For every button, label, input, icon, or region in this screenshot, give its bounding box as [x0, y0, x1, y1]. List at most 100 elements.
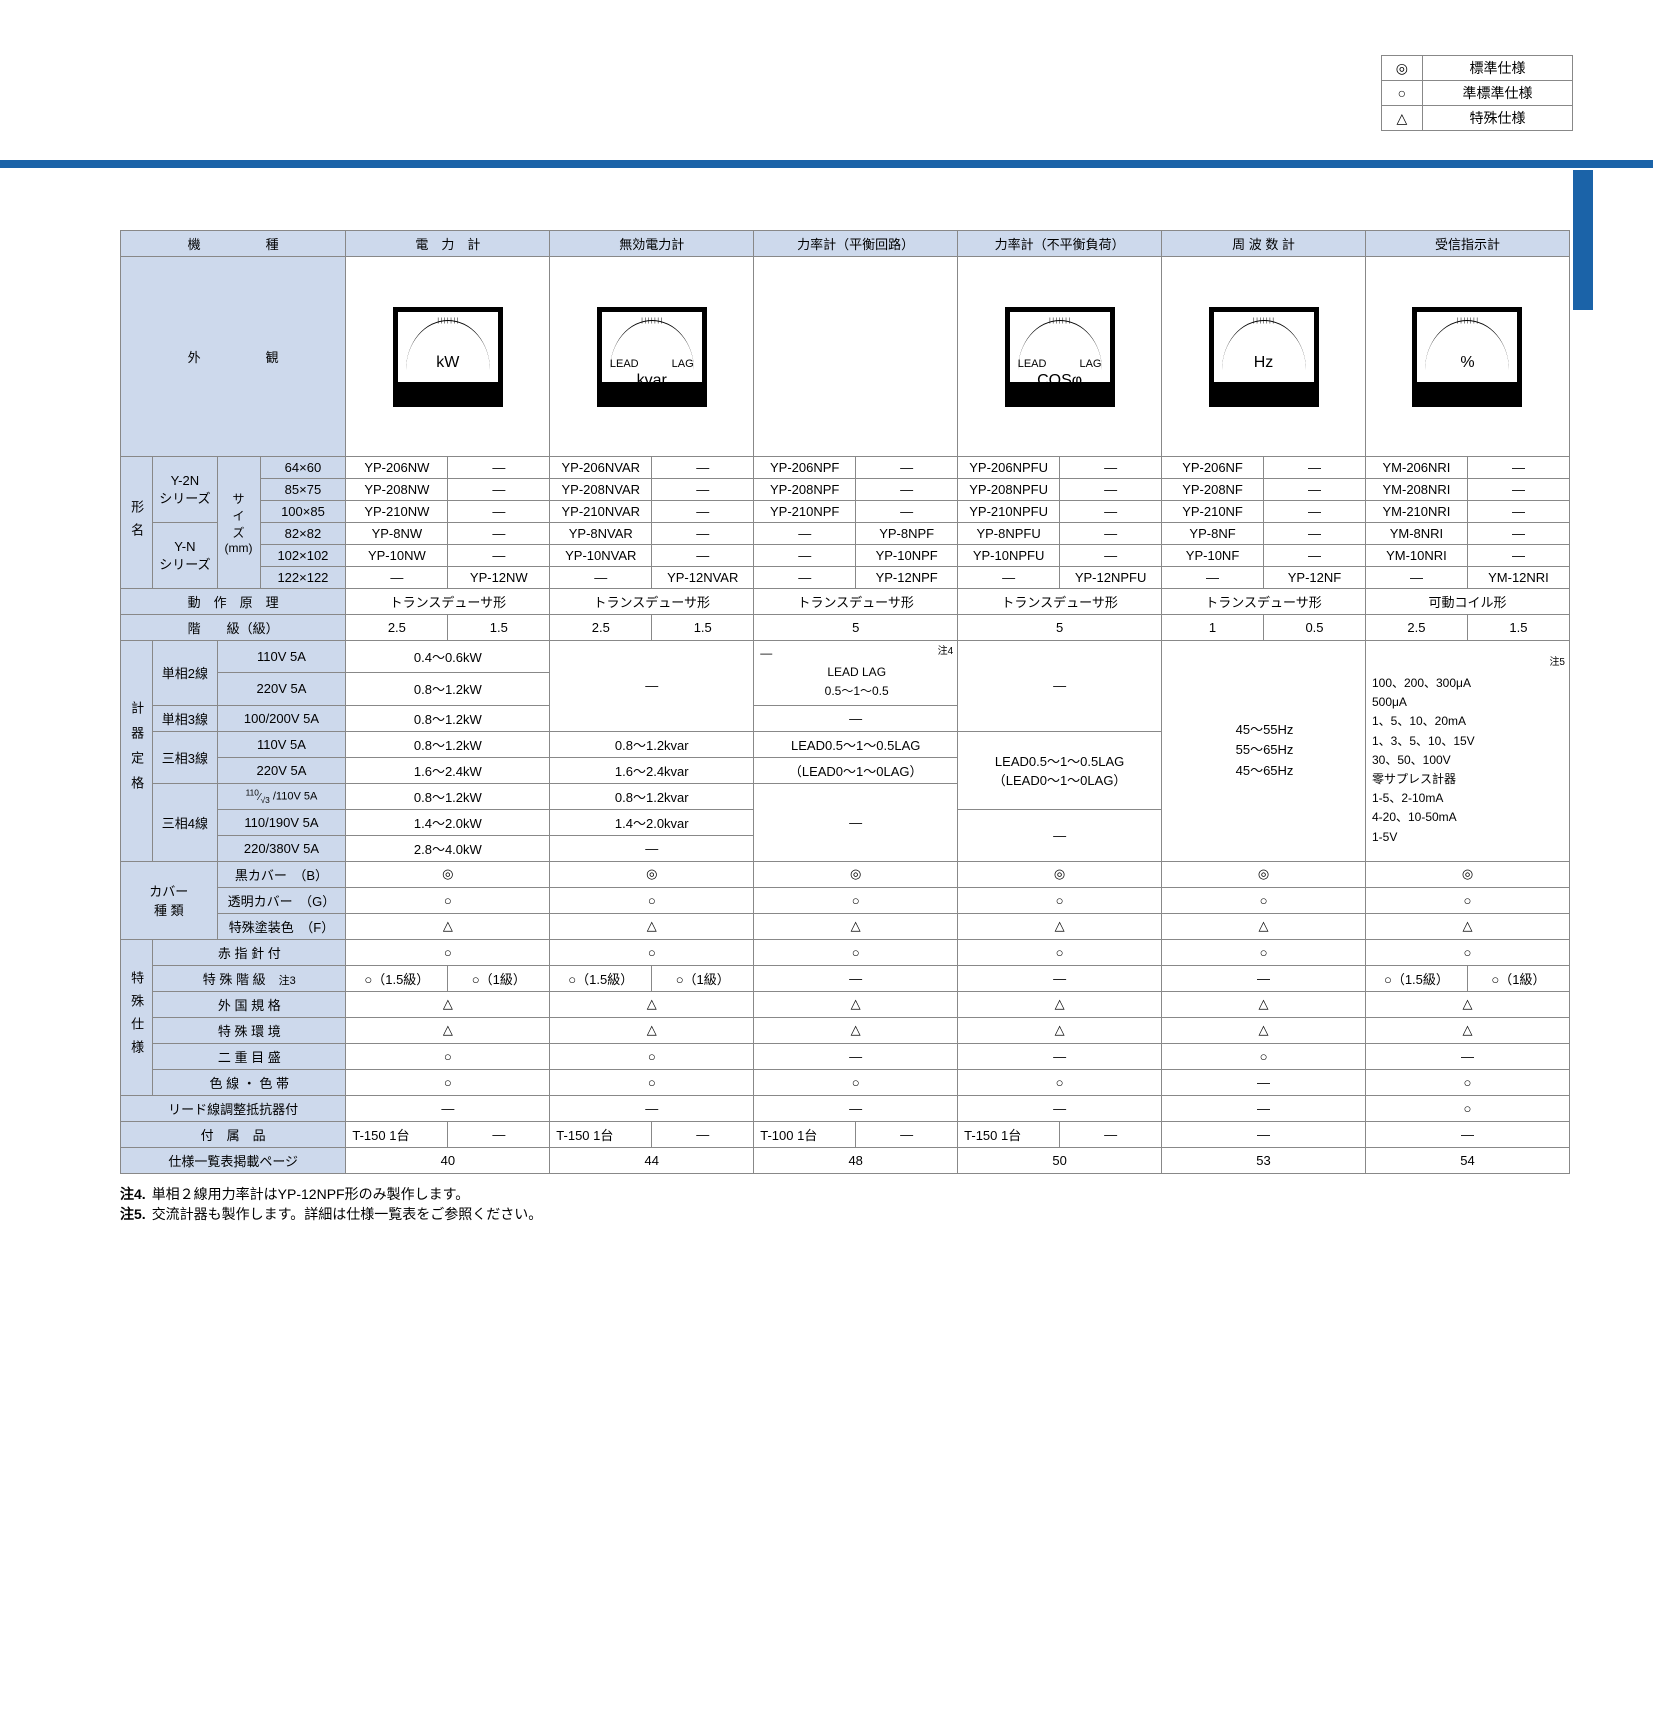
model-cell: YP-8NPFU — [958, 523, 1060, 545]
special-val: △ — [958, 1017, 1162, 1043]
acc-val: T-150 1台 — [958, 1121, 1060, 1147]
cover-val: △ — [1162, 913, 1366, 939]
model-cell: YP-8NPF — [856, 523, 958, 545]
gauge-text: % — [1417, 354, 1517, 372]
special-val: ○（1級） — [448, 965, 550, 991]
model-cell: YM-12NRI — [1467, 567, 1569, 589]
special-val: ○（1.5級） — [550, 965, 652, 991]
special-val: ○（1級） — [1467, 965, 1569, 991]
model-cell: — — [754, 545, 856, 567]
model-cell: — — [856, 501, 958, 523]
model-cell: YP-8NW — [346, 523, 448, 545]
model-cell: — — [1467, 501, 1569, 523]
legend-label: 標準仕様 — [1423, 56, 1573, 81]
top-blue-bar — [0, 160, 1653, 168]
model-cell: — — [652, 457, 754, 479]
model-cell: YP-208NPF — [754, 479, 856, 501]
acc-val: — — [1060, 1121, 1162, 1147]
legend-sym: △ — [1381, 106, 1422, 131]
gauge-cell: | | | | | | |% — [1365, 257, 1569, 457]
model-cell: — — [1264, 479, 1366, 501]
grade-val: 2.5 — [346, 615, 448, 641]
cover-val: ◎ — [1162, 861, 1366, 887]
gauge-sub: LEAD LAG — [610, 358, 694, 370]
model-cell: — — [1060, 501, 1162, 523]
rating-val: 1.4～2.0kvar — [550, 809, 754, 835]
model-cell: — — [856, 457, 958, 479]
gauge-cell: | | | | | | |LEAD LAGkvar — [550, 257, 754, 457]
principle-val: トランスデューサ形 — [958, 589, 1162, 615]
legend-table: ◎標準仕様 ○準標準仕様 △特殊仕様 — [1381, 55, 1573, 131]
note-label: 注4. — [120, 1186, 146, 1202]
volt-label: 110V 5A — [217, 641, 346, 673]
rating-val: LEAD0.5～1～0.5LAG — [754, 731, 958, 757]
model-cell: YP-206NF — [1162, 457, 1264, 479]
model-cell: YM-8NRI — [1365, 523, 1467, 545]
model-cell: YP-210NPFU — [958, 501, 1060, 523]
model-cell: — — [1467, 545, 1569, 567]
grade-val: 2.5 — [550, 615, 652, 641]
page-val: 50 — [958, 1147, 1162, 1173]
rating-val: LEAD0.5～1～0.5LAG （LEAD0～1～0LAG） — [958, 731, 1162, 809]
acc-val: T-150 1台 — [550, 1121, 652, 1147]
model-cell: — — [856, 479, 958, 501]
acc-val: — — [1365, 1121, 1569, 1147]
model-cell: — — [448, 479, 550, 501]
model-cell: YP-10NVAR — [550, 545, 652, 567]
rating-group: 計器定格 — [121, 641, 153, 862]
rating-val: — — [958, 641, 1162, 732]
rating-val: 1.6～2.4kW — [346, 757, 550, 783]
special-val: ○ — [1162, 1043, 1366, 1069]
size-cell: 102×102 — [260, 545, 346, 567]
cover-val: ○ — [550, 887, 754, 913]
lead-val: — — [346, 1095, 550, 1121]
rating-val: 2.8～4.0kW — [346, 835, 550, 861]
side-blue-tab — [1573, 170, 1593, 310]
cover-row-label: 透明カバー （G） — [217, 887, 346, 913]
special-val: ○ — [1365, 1069, 1569, 1095]
special-val: ○（1.5級） — [346, 965, 448, 991]
model-cell: — — [1264, 523, 1366, 545]
size-cell: 122×122 — [260, 567, 346, 589]
rx-range: 注5100、200、300μA500μA1、5、10、20mA1、3、5、10、… — [1365, 641, 1569, 862]
special-row-label: 二 重 目 盛 — [153, 1043, 346, 1069]
special-val: △ — [958, 991, 1162, 1017]
col-header: 周 波 数 計 — [1162, 231, 1366, 257]
grade-val: 1.5 — [1467, 615, 1569, 641]
cover-row-label: 特殊塗装色 （F） — [217, 913, 346, 939]
gauge-cell: | | | | | | |LEAD LAGCOSφ — [958, 257, 1162, 457]
model-cell: YP-8NF — [1162, 523, 1264, 545]
size-cell: 64×60 — [260, 457, 346, 479]
model-cell: — — [754, 567, 856, 589]
principle-val: トランスデューサ形 — [550, 589, 754, 615]
special-row-label: 外 国 規 格 — [153, 991, 346, 1017]
principle-label: 動 作 原 理 — [121, 589, 346, 615]
model-cell: — — [550, 567, 652, 589]
rating-val: 0.8～1.2kvar — [550, 783, 754, 809]
model-cell: — — [652, 545, 754, 567]
special-val: △ — [346, 1017, 550, 1043]
special-val: — — [1162, 1069, 1366, 1095]
cover-group: カバー 種 類 — [121, 861, 218, 939]
model-group: 形名 — [121, 457, 153, 589]
special-val: ○ — [550, 1069, 754, 1095]
col-header: 電 力 計 — [346, 231, 550, 257]
size-col: サ イ ズ (mm) — [217, 457, 260, 589]
acc-val: — — [652, 1121, 754, 1147]
grade-val: 5 — [958, 615, 1162, 641]
legend-label: 特殊仕様 — [1423, 106, 1573, 131]
principle-val: トランスデューサ形 — [754, 589, 958, 615]
model-cell: YP-10NPFU — [958, 545, 1060, 567]
model-cell: YP-210NPF — [754, 501, 856, 523]
notes: 注4.単相２線用力率計はYP-12NPF形のみ製作します。 注5.交流計器も製作… — [120, 1184, 1570, 1224]
model-cell: YP-210NW — [346, 501, 448, 523]
rating-val: 1.4～2.0kW — [346, 809, 550, 835]
special-val: — — [1162, 965, 1366, 991]
model-cell: — — [346, 567, 448, 589]
model-cell: YM-208NRI — [1365, 479, 1467, 501]
col-header: 受信指示計 — [1365, 231, 1569, 257]
model-cell: YP-10NF — [1162, 545, 1264, 567]
series-name: Y-N シリーズ — [153, 523, 217, 589]
cover-val: ◎ — [550, 861, 754, 887]
model-cell: — — [1060, 545, 1162, 567]
